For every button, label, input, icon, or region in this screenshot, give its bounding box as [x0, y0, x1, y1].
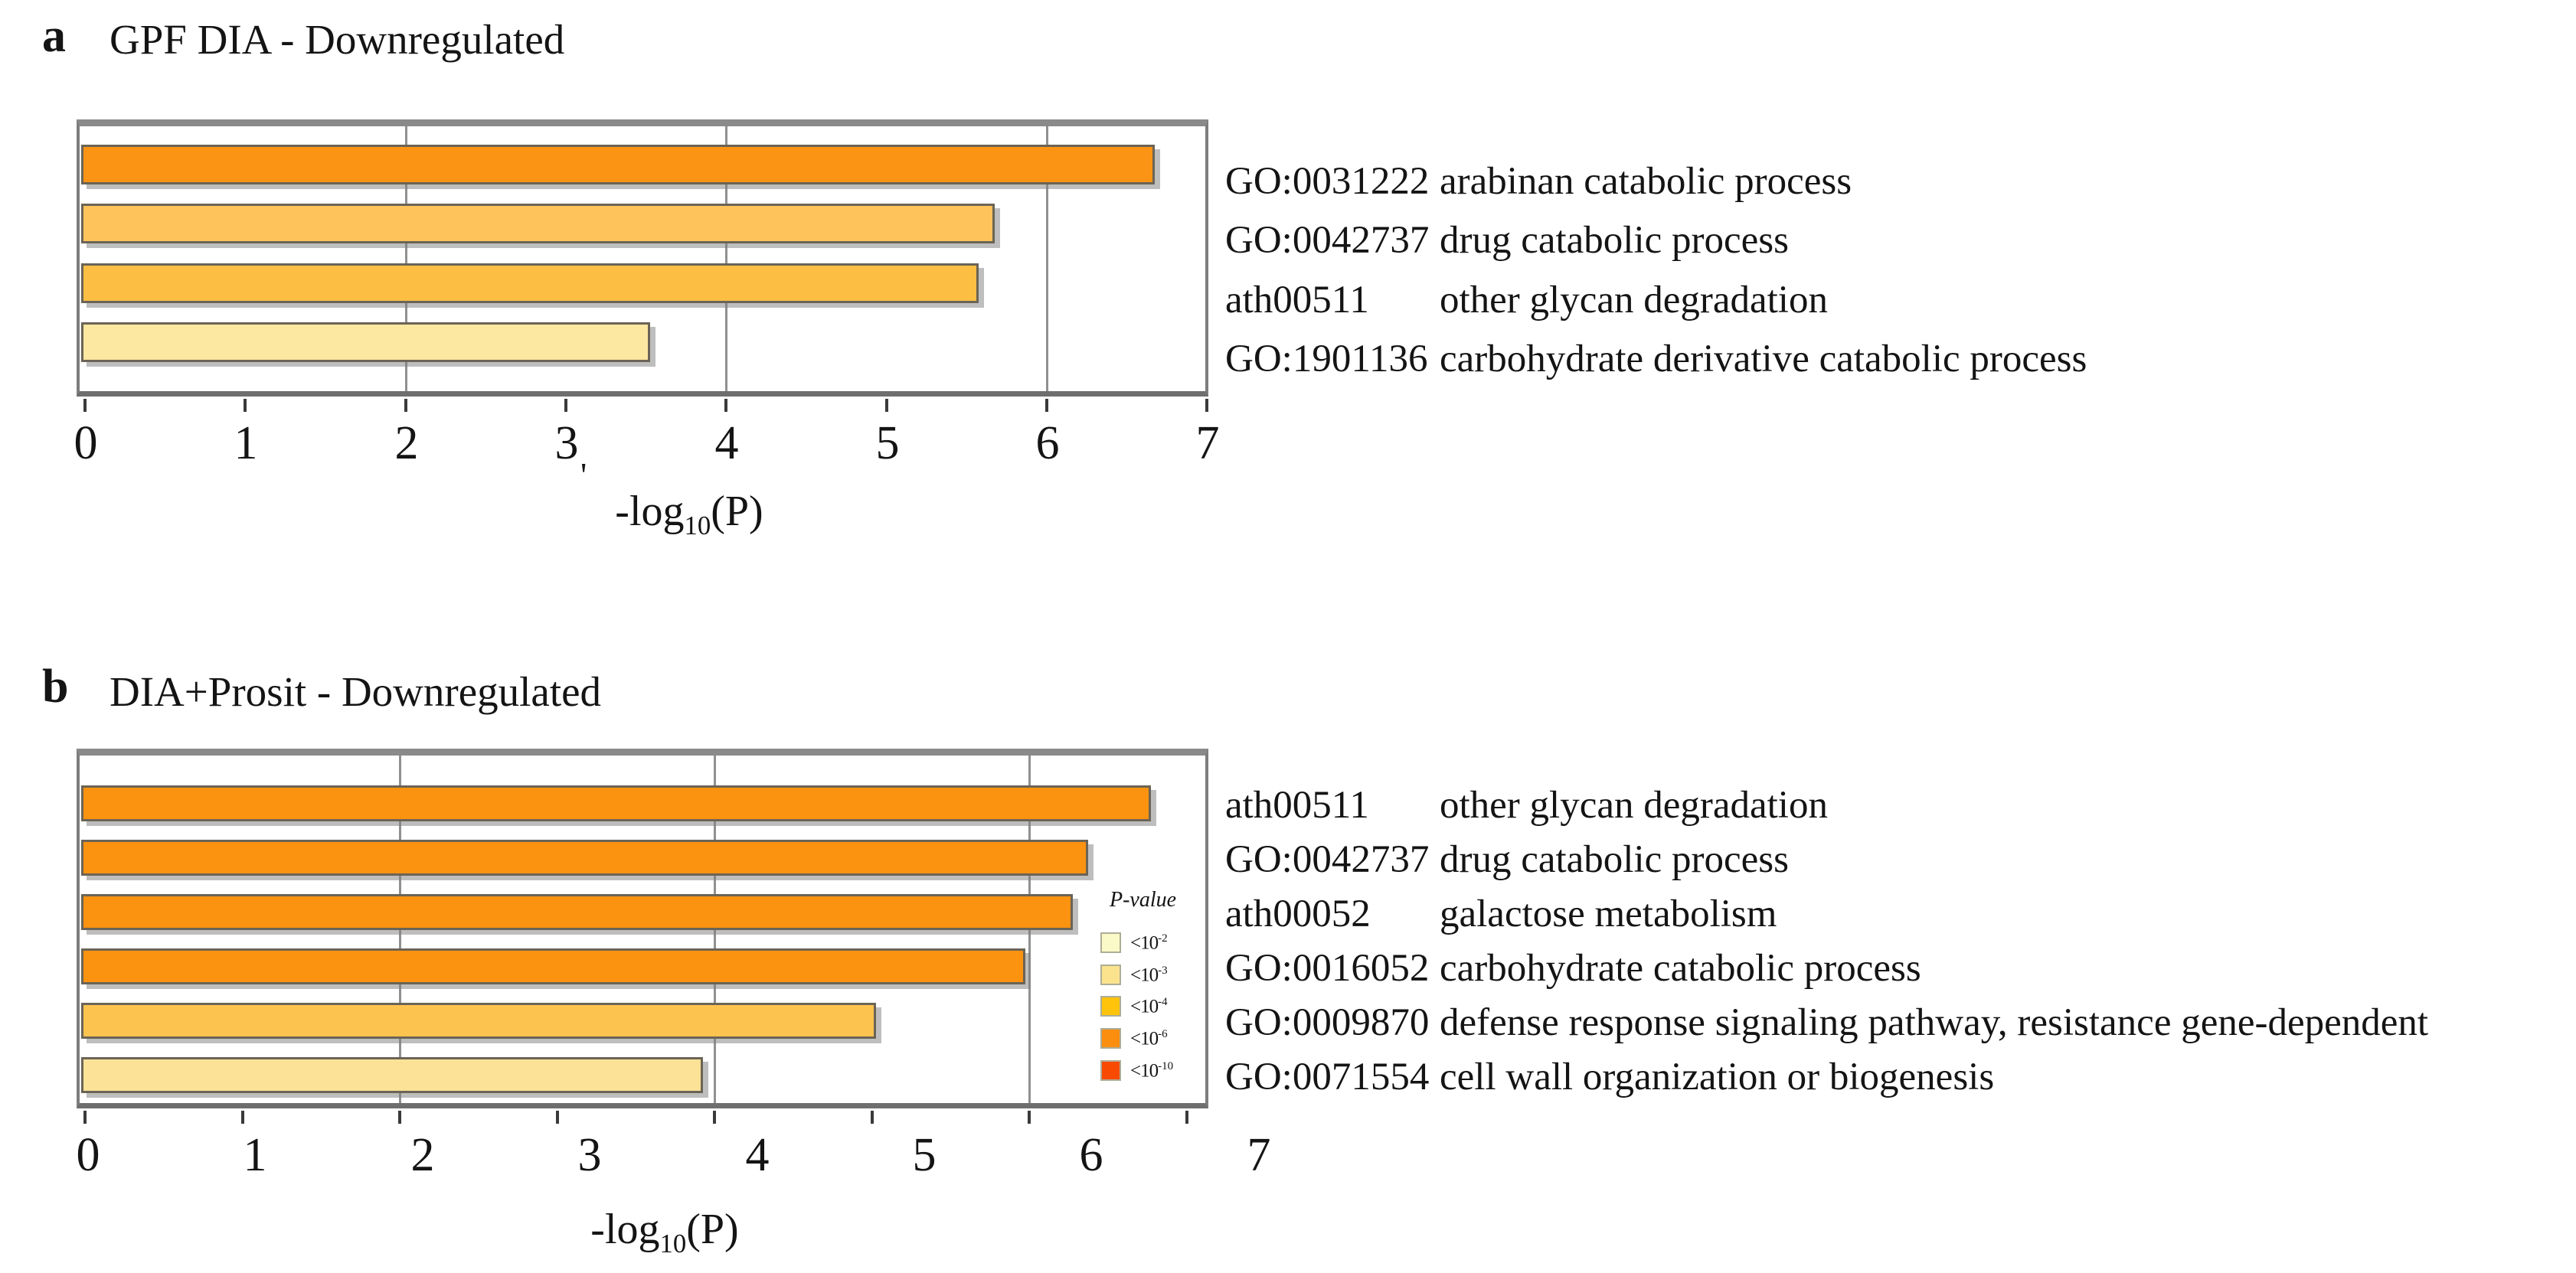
x-axis-tick-3 [564, 399, 567, 412]
x-axis-tick-2 [398, 1111, 401, 1124]
gridline-x2 [404, 126, 407, 391]
panel-a-letter: a [42, 10, 66, 62]
bar-GO:0009870 [81, 1003, 876, 1039]
x-axis-tick-label-4: 4 [714, 417, 739, 469]
x-axis-tick-label-1: 1 [234, 417, 258, 469]
legend-title: P-value [1110, 888, 1177, 912]
term-description: drug catabolic process [1440, 837, 1789, 881]
x-axis-tick-4 [713, 1111, 716, 1124]
term-id: GO:0042737 [1225, 218, 1430, 262]
legend-entry-label: <10-10 [1130, 1059, 1174, 1082]
term-id: GO:0009870 [1225, 1000, 1430, 1044]
legend-entry: <10-6 [1100, 1028, 1168, 1049]
term-id: GO:0016052 [1225, 946, 1430, 990]
panel-b-title: DIA+Prosit - Downregulated [110, 668, 602, 715]
panel-a-title: GPF DIA - Downregulated [110, 16, 565, 63]
term-description: carbohydrate catabolic process [1440, 946, 1921, 990]
term-row: GO:0031222 arabinan catabolic process [1225, 160, 1852, 203]
legend-entry-label: <10-6 [1130, 1027, 1168, 1049]
gridline-x4 [725, 126, 728, 391]
bar-GO:0016052 [81, 948, 1025, 984]
x-axis-tick-6 [1045, 399, 1048, 412]
x-axis-tick-5 [871, 1111, 874, 1124]
legend-color-swatch [1100, 1028, 1121, 1049]
stray-apostrophe-mark: ' [580, 455, 587, 495]
term-row: GO:1901136 carbohydrate derivative catabo… [1225, 338, 2087, 380]
x-axis-tick-label-2: 2 [394, 417, 419, 469]
x-axis-tick-5 [885, 399, 888, 412]
term-row: GO:0016052 carbohydrate catabolic process [1225, 947, 1921, 990]
x-axis-tick-label-7: 7 [1195, 417, 1220, 469]
x-axis-tick-label-0: 0 [76, 1129, 100, 1181]
term-row: GO:0042737 drug catabolic process [1225, 219, 1789, 262]
term-description: arabinan catabolic process [1440, 159, 1852, 203]
term-description: galactose metabolism [1440, 892, 1777, 935]
term-id: ath00511 [1225, 278, 1369, 322]
x-axis-tick-label-7: 7 [1247, 1129, 1271, 1181]
bar-GO:0042737 [81, 840, 1088, 876]
term-description: other glycan degradation [1440, 783, 1828, 827]
x-axis-tick-label-0: 0 [74, 417, 98, 469]
panel-a-x-axis-label: -log10(P) [615, 488, 763, 541]
legend-color-swatch [1100, 996, 1121, 1017]
term-id: ath00511 [1225, 783, 1369, 827]
legend-color-swatch [1100, 965, 1121, 985]
x-axis-tick-7 [1185, 1111, 1188, 1124]
term-row: ath00052 galactose metabolism [1225, 893, 1777, 935]
x-axis-tick-3 [556, 1111, 559, 1124]
term-description: defense response signaling pathway, resi… [1440, 1000, 2429, 1044]
term-id: GO:1901136 [1225, 337, 1428, 380]
x-axis-tick-label-2: 2 [410, 1129, 435, 1181]
legend-entry: <10-4 [1100, 996, 1168, 1017]
legend-entry: <10-3 [1100, 965, 1168, 985]
x-axis-tick-4 [724, 399, 727, 412]
x-axis-tick-7 [1205, 399, 1208, 412]
x-axis-tick-1 [244, 399, 247, 412]
x-axis-tick-label-6: 6 [1035, 417, 1060, 469]
gridline-x6 [1045, 126, 1048, 391]
term-id: GO:0042737 [1225, 837, 1430, 881]
x-axis-tick-6 [1028, 1111, 1031, 1124]
term-description: cell wall organization or biogenesis [1440, 1055, 1995, 1098]
legend-entry-label: <10-4 [1130, 995, 1168, 1017]
legend-color-swatch [1100, 1060, 1121, 1081]
panel-b-x-axis-label: -log10(P) [590, 1206, 739, 1259]
legend-entry-label: <10-3 [1130, 964, 1168, 986]
term-row: GO:0071554 cell wall organization or biog… [1225, 1056, 1994, 1098]
x-axis-tick-label-5: 5 [912, 1129, 937, 1181]
x-axis-tick-0 [83, 399, 87, 412]
x-axis-tick-label-4: 4 [745, 1129, 770, 1181]
term-description: drug catabolic process [1440, 218, 1789, 262]
term-row: GO:0009870 defense response signaling pat… [1225, 1001, 2428, 1044]
x-axis-tick-label-3: 3 [577, 1129, 602, 1181]
term-description: other glycan degradation [1440, 278, 1828, 322]
legend-entry: <10-2 [1100, 932, 1168, 953]
bar-ath00511 [81, 785, 1151, 821]
x-axis-tick-label-6: 6 [1079, 1129, 1103, 1181]
term-row: ath00511 other glycan degradation [1225, 784, 1828, 827]
bar-ath00511 [81, 263, 979, 303]
x-axis-tick-0 [83, 1111, 87, 1124]
legend-entry-label: <10-2 [1130, 932, 1168, 954]
x-axis-tick-2 [404, 399, 407, 412]
panel-b-letter: b [42, 661, 69, 713]
x-axis-tick-label-5: 5 [875, 417, 900, 469]
term-id: GO:0071554 [1225, 1055, 1430, 1098]
bar-GO:0031222 [81, 145, 1155, 184]
x-axis-tick-label-3: 3 [554, 417, 579, 469]
bar-GO:0042737 [81, 204, 995, 243]
term-row: GO:0042737 drug catabolic process [1225, 838, 1789, 881]
term-id: GO:0031222 [1225, 159, 1430, 203]
x-axis-tick-label-1: 1 [243, 1129, 267, 1181]
bar-GO:0071554 [81, 1057, 703, 1093]
legend-entry: <10-10 [1100, 1060, 1173, 1081]
term-row: ath00511 other glycan degradation [1225, 279, 1828, 322]
x-axis-tick-1 [241, 1111, 244, 1124]
legend-color-swatch [1100, 932, 1121, 953]
term-description: carbohydrate derivative catabolic proces… [1440, 337, 2087, 380]
bar-GO:1901136 [81, 322, 650, 362]
bar-ath00052 [81, 894, 1073, 930]
term-id: ath00052 [1225, 892, 1371, 935]
